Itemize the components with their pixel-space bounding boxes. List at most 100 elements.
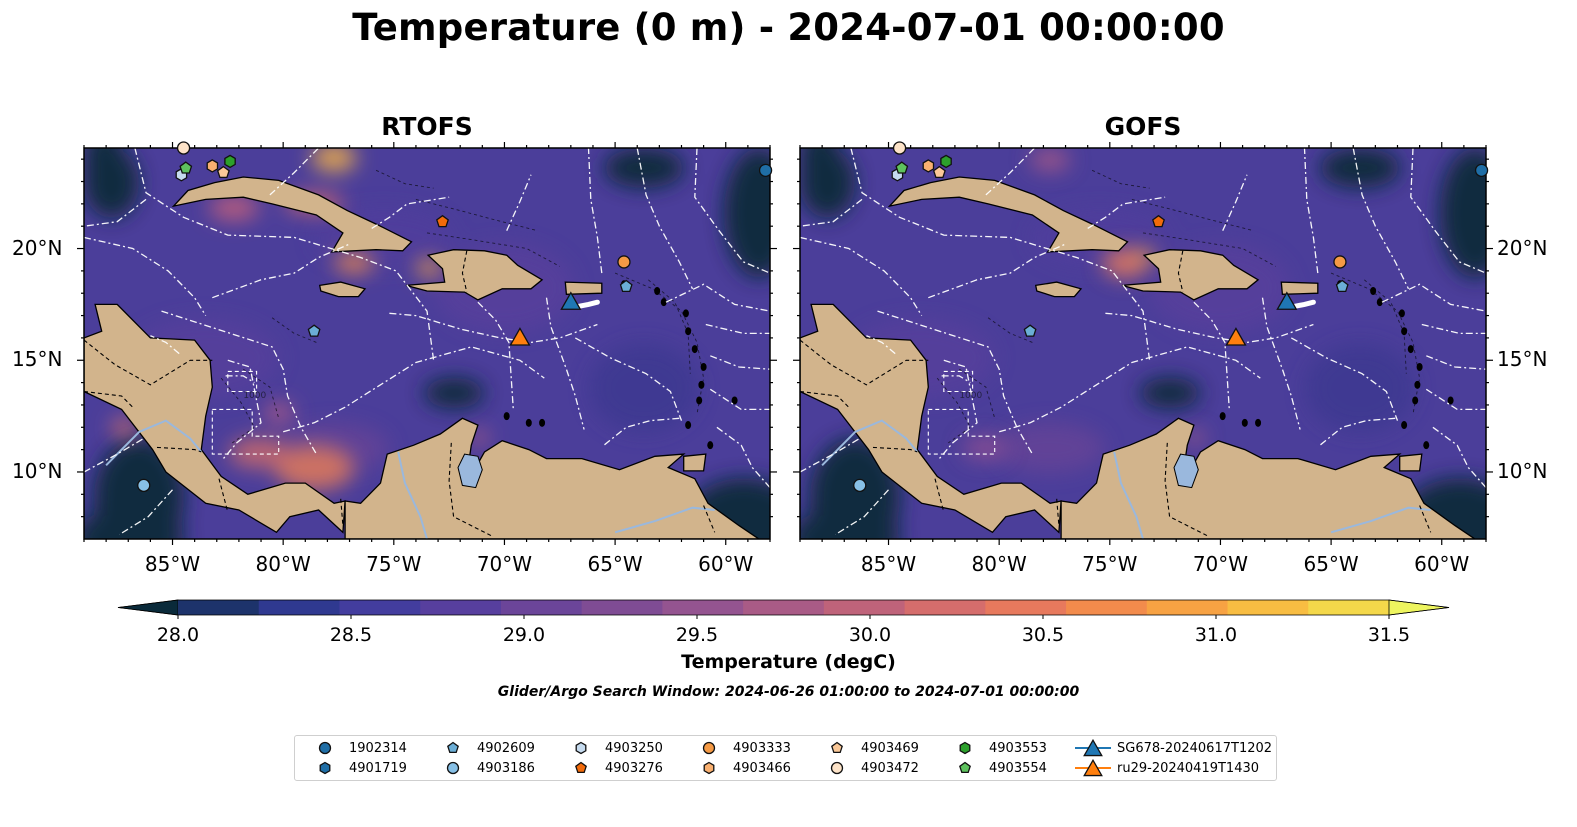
observation-marker-4902609[interactable]: [619, 279, 633, 293]
map-panel-gofs[interactable]: 1000: [793, 141, 1493, 545]
observation-marker-4903553[interactable]: [224, 154, 236, 169]
hexagon-marker-icon: [959, 741, 971, 755]
lon-tick-label: 70°W: [476, 552, 533, 576]
observation-marker-4902609[interactable]: [307, 324, 321, 337]
isobath-label: 1000: [959, 391, 982, 401]
observation-marker-4903276[interactable]: [436, 214, 449, 228]
circle-marker-icon: [446, 761, 460, 775]
colorbar-extend-low: [117, 599, 179, 616]
observation-marker-4903469[interactable]: [216, 165, 230, 179]
lat-tick-label-right: 10°N: [1497, 458, 1548, 483]
lon-tick-label: 65°W: [587, 552, 643, 576]
colorbar-segment: [420, 600, 502, 615]
glider-track: [575, 299, 600, 310]
colorbar-tick-label: 28.0: [156, 624, 200, 646]
colorbar-label: Temperature (degC): [681, 651, 896, 673]
legend-label: 4902609: [477, 741, 535, 756]
colorbar-segment: [581, 600, 663, 615]
observation-marker-SG678-20240617T1202[interactable]: [560, 291, 582, 310]
observation-marker-4903466[interactable]: [206, 159, 219, 173]
triangle-marker-icon: [1075, 759, 1111, 777]
colorbar-segment: [662, 600, 744, 615]
colorbar-segment: [743, 600, 825, 615]
colorbar-tick-label: 31.0: [1194, 624, 1238, 646]
observation-marker-4902609[interactable]: [1023, 324, 1037, 337]
observation-marker-ru29-20240419T1430[interactable]: [1225, 327, 1247, 346]
observation-marker-4903469[interactable]: [932, 165, 946, 179]
lon-tick-label: 60°W: [698, 552, 754, 576]
map-frame: [83, 147, 771, 540]
colorbar-segment: [904, 600, 986, 615]
observation-marker-4903186[interactable]: [137, 478, 151, 493]
lat-tick-label-left: 20°N: [12, 235, 63, 260]
observation-marker-1902314[interactable]: [758, 163, 773, 177]
legend: 1902314 4901719 4902609 4903186 4903250 49032…: [294, 735, 1277, 781]
pentagon-marker-icon: [959, 761, 971, 774]
pentagon-marker-icon: [831, 741, 843, 754]
legend-label: 4903554: [989, 761, 1047, 776]
map-canvas[interactable]: 1000: [77, 141, 777, 545]
observation-marker-4903554[interactable]: [179, 161, 193, 174]
lon-tick-label: 80°W: [971, 552, 1027, 576]
lon-tick-label: 80°W: [255, 552, 311, 576]
legend-label: 4903469: [861, 741, 919, 756]
colorbar-tick-label: 29.0: [502, 624, 546, 646]
lat-tick-label-right: 20°N: [1497, 235, 1548, 260]
pentagon-marker-icon: [575, 761, 587, 774]
lon-tick-label: 75°W: [366, 552, 422, 576]
legend-label: 4901719: [349, 761, 407, 776]
observation-marker-4903333[interactable]: [617, 255, 631, 269]
lat-tick-label-right: 15°N: [1497, 347, 1548, 372]
map-panel-rtofs[interactable]: 1000: [77, 141, 777, 545]
lon-tick-label: 65°W: [1303, 552, 1359, 576]
observation-marker-4903472[interactable]: [176, 141, 191, 155]
panel-title-gofs: GOFS: [1104, 112, 1182, 141]
figure-title: Temperature (0 m) - 2024-07-01 00:00:00: [352, 6, 1225, 49]
lon-tick-label: 60°W: [1414, 552, 1470, 576]
colorbar-tick-label: 28.5: [329, 624, 373, 646]
observation-marker-4903472[interactable]: [892, 141, 907, 155]
lon-tick-label: 75°W: [1082, 552, 1138, 576]
colorbar-extend-high: [1388, 599, 1450, 616]
observation-marker-4903553[interactable]: [940, 154, 952, 169]
lat-tick-label-left: 10°N: [12, 458, 63, 483]
colorbar-tick-label: 30.0: [848, 624, 892, 646]
pentagon-marker-icon: [447, 741, 459, 754]
legend-label: 1902314: [349, 741, 407, 756]
observation-marker-4902609[interactable]: [1335, 279, 1349, 293]
colorbar-segment: [1146, 600, 1229, 615]
map-canvas[interactable]: 1000: [793, 141, 1493, 545]
lon-tick-label: 70°W: [1192, 552, 1249, 576]
observation-marker-4903554[interactable]: [895, 161, 909, 174]
land-masses: [800, 176, 1477, 539]
observation-marker-4903333[interactable]: [1333, 255, 1347, 269]
lake-maracaibo: [1173, 453, 1199, 489]
observation-marker-ru29-20240419T1430[interactable]: [509, 327, 531, 346]
panel-title-rtofs: RTOFS: [381, 112, 473, 141]
observation-marker-SG678-20240617T1202[interactable]: [1276, 291, 1298, 310]
lat-tick-label-left: 15°N: [12, 347, 63, 372]
colorbar-segment: [178, 600, 260, 615]
hexagon-marker-icon: [575, 741, 587, 755]
colorbar-segment: [823, 600, 906, 615]
circle-marker-icon: [318, 741, 332, 755]
circle-marker-icon: [702, 741, 716, 755]
observation-marker-1902314[interactable]: [1474, 163, 1489, 177]
legend-label: 4903186: [477, 761, 535, 776]
observation-marker-4903466[interactable]: [922, 159, 935, 173]
lon-tick-label: 85°W: [144, 552, 201, 576]
hexagon-marker-icon: [703, 761, 715, 775]
circle-marker-icon: [830, 761, 844, 775]
observation-marker-4903276[interactable]: [1152, 214, 1165, 228]
legend-label: 4903276: [605, 761, 663, 776]
colorbar-segment: [258, 600, 340, 615]
hexagon-marker-icon: [319, 761, 331, 775]
legend-label: 4903553: [989, 741, 1047, 756]
lon-tick-label: 85°W: [860, 552, 917, 576]
legend-label: 4903250: [605, 741, 663, 756]
colorbar-segment: [500, 600, 583, 615]
colorbar-tick-label: 31.5: [1367, 624, 1411, 646]
colorbar-tick-label: 30.5: [1021, 624, 1065, 646]
observation-marker-4903186[interactable]: [853, 478, 867, 493]
colorbar-segment: [1308, 600, 1390, 615]
